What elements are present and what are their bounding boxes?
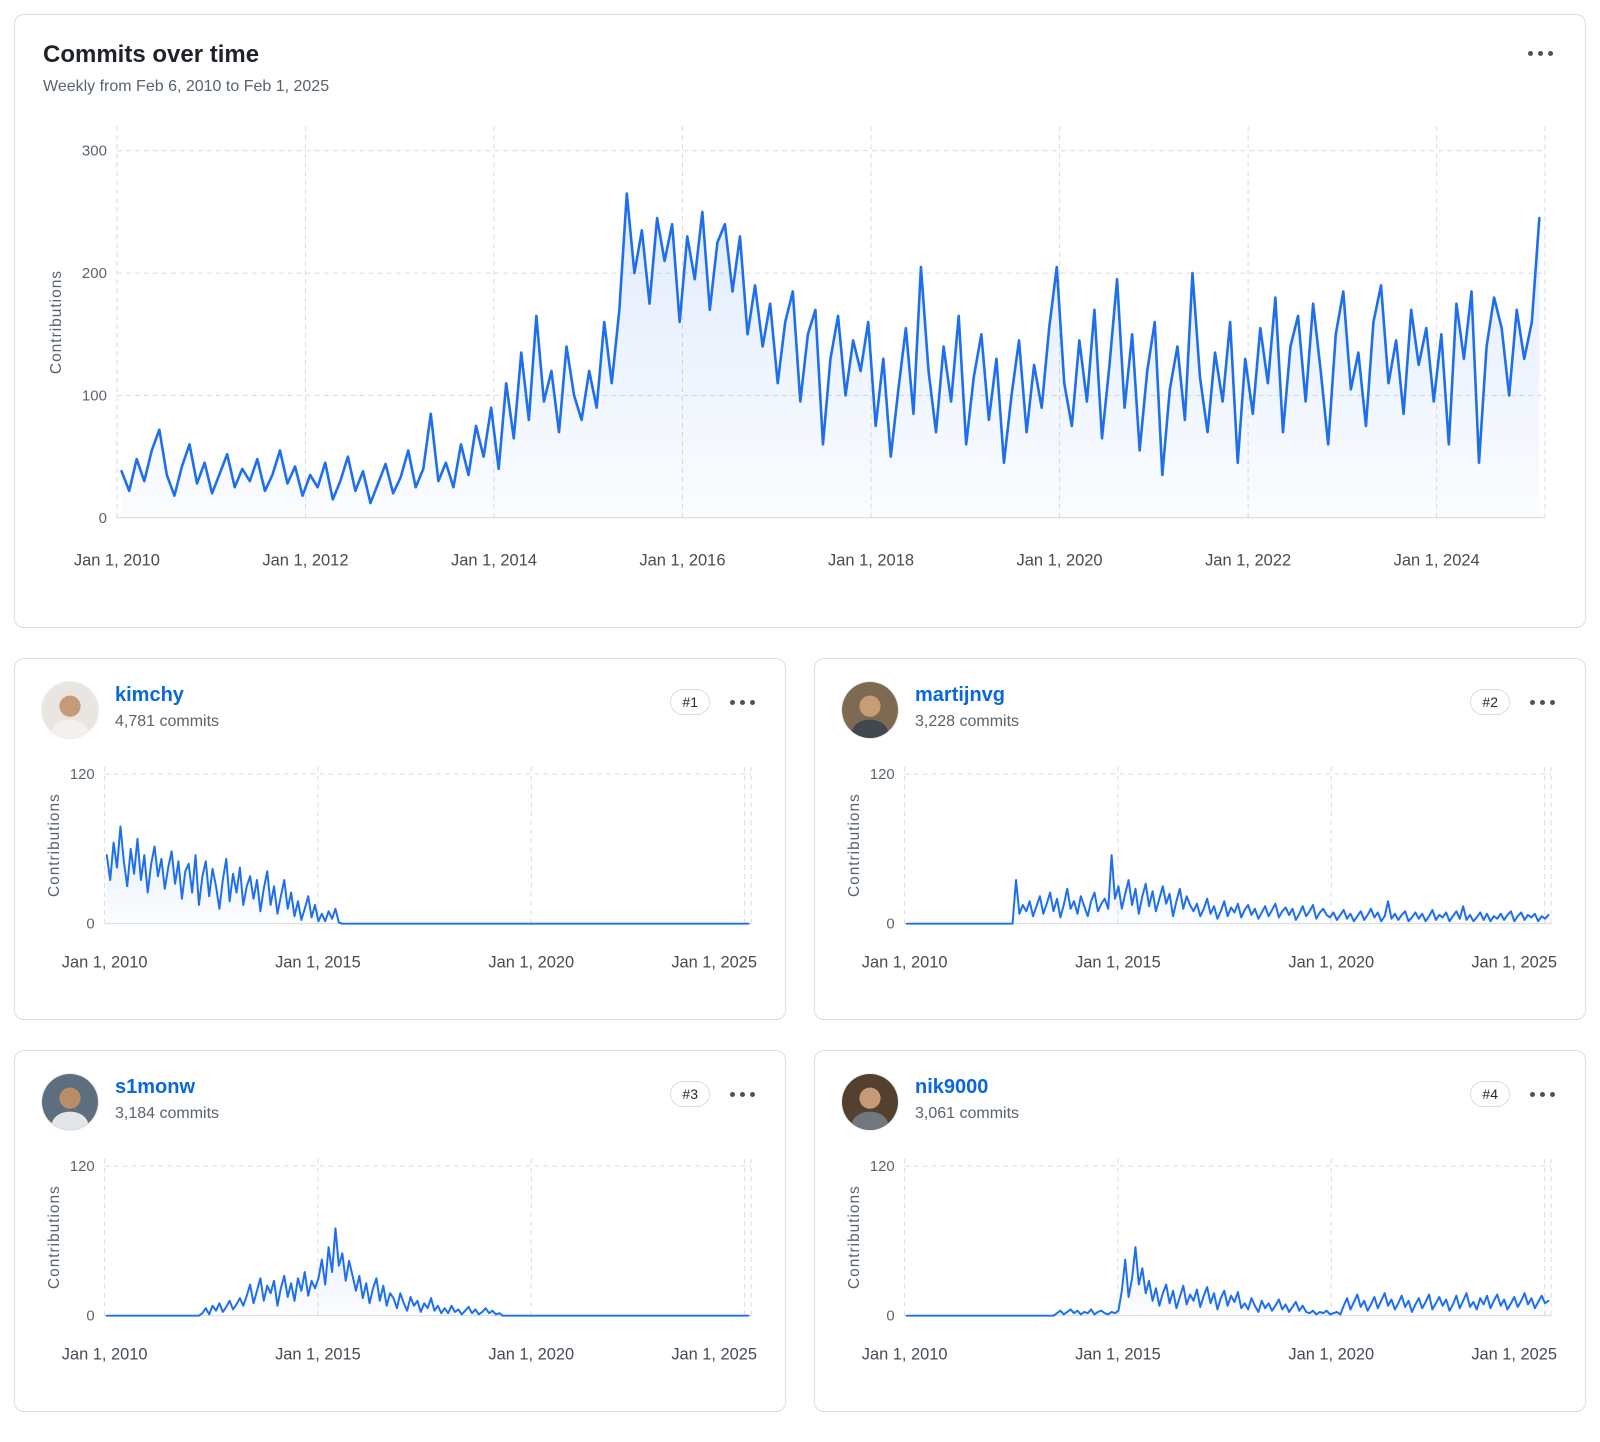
contributor-card-kimchy: kimchy 4,781 commits #1 0 120 Jan 1, 2010 J…: [14, 658, 786, 1020]
kebab-menu-icon[interactable]: [726, 1082, 759, 1107]
contributor-chart[interactable]: 0 120 Jan 1, 2010 Jan 1, 2015 Jan 1, 2020 Jan…: [841, 753, 1559, 983]
commit-count: 3,184 commits: [115, 1105, 220, 1122]
svg-text:120: 120: [870, 1159, 895, 1175]
svg-text:Contributions: Contributions: [846, 793, 863, 897]
svg-text:0: 0: [886, 917, 894, 933]
svg-text:Jan 1, 2025: Jan 1, 2025: [671, 1345, 757, 1363]
avatar[interactable]: [41, 681, 99, 739]
svg-text:120: 120: [70, 767, 95, 783]
date-range-subtitle: Weekly from Feb 6, 2010 to Feb 1, 2025: [43, 77, 330, 95]
kebab-menu-icon[interactable]: [1526, 690, 1559, 715]
contributor-login-link[interactable]: martijnvg: [915, 684, 1006, 706]
commit-count: 3,061 commits: [915, 1105, 1020, 1122]
svg-text:Contributions: Contributions: [846, 1185, 863, 1289]
svg-text:Jan 1, 2012: Jan 1, 2012: [262, 552, 348, 570]
commits-over-time-chart[interactable]: 0 100 200 300 Jan 1, 2010 Jan 1, 2012 Jan 1, 2…: [43, 110, 1557, 580]
page-title: Commits over time: [43, 41, 260, 68]
avatar[interactable]: [841, 1073, 899, 1131]
svg-text:Jan 1, 2020: Jan 1, 2020: [1017, 552, 1103, 570]
svg-text:Jan 1, 2020: Jan 1, 2020: [1288, 1345, 1374, 1363]
contributor-login-link[interactable]: s1monw: [115, 1076, 196, 1098]
svg-text:Jan 1, 2010: Jan 1, 2010: [862, 953, 948, 971]
svg-text:Jan 1, 2010: Jan 1, 2010: [62, 1345, 148, 1363]
contributor-login-link[interactable]: nik9000: [915, 1076, 989, 1098]
svg-text:Jan 1, 2022: Jan 1, 2022: [1205, 552, 1291, 570]
rank-badge: #2: [1470, 689, 1510, 715]
svg-text:Contributions: Contributions: [48, 270, 65, 374]
contributor-grid: kimchy 4,781 commits #1 0 120 Jan 1, 2010 J…: [14, 658, 1586, 1412]
avatar[interactable]: [841, 681, 899, 739]
svg-text:200: 200: [82, 265, 107, 282]
contributor-chart[interactable]: 0 120 Jan 1, 2010 Jan 1, 2015 Jan 1, 2020 Jan…: [841, 1145, 1559, 1375]
svg-text:0: 0: [86, 917, 94, 933]
svg-text:Jan 1, 2025: Jan 1, 2025: [671, 953, 757, 971]
kebab-menu-icon[interactable]: [1524, 41, 1557, 66]
svg-text:Jan 1, 2010: Jan 1, 2010: [862, 1345, 948, 1363]
commits-card-header: Commits over time Weekly from Feb 6, 201…: [43, 41, 1557, 96]
svg-text:120: 120: [70, 1159, 95, 1175]
svg-text:Jan 1, 2020: Jan 1, 2020: [488, 1345, 574, 1363]
svg-text:Contributions: Contributions: [46, 793, 63, 897]
svg-text:0: 0: [86, 1309, 94, 1325]
svg-text:Jan 1, 2015: Jan 1, 2015: [1075, 953, 1161, 971]
svg-text:300: 300: [82, 143, 107, 160]
svg-text:Jan 1, 2010: Jan 1, 2010: [62, 953, 148, 971]
svg-text:Jan 1, 2025: Jan 1, 2025: [1471, 953, 1557, 971]
avatar[interactable]: [41, 1073, 99, 1131]
commits-over-time-card: Commits over time Weekly from Feb 6, 201…: [14, 14, 1586, 628]
contributor-card-martijnvg: martijnvg 3,228 commits #2 0 120 Jan 1, 20…: [814, 658, 1586, 1020]
svg-text:Contributions: Contributions: [46, 1185, 63, 1289]
svg-text:Jan 1, 2024: Jan 1, 2024: [1394, 552, 1480, 570]
svg-text:Jan 1, 2015: Jan 1, 2015: [1075, 1345, 1161, 1363]
contributor-chart[interactable]: 0 120 Jan 1, 2010 Jan 1, 2015 Jan 1, 2020 Jan…: [41, 1145, 759, 1375]
contributor-card-nik9000: nik9000 3,061 commits #4 0 120 Jan 1, 2010…: [814, 1050, 1586, 1412]
svg-text:Jan 1, 2015: Jan 1, 2015: [275, 1345, 361, 1363]
svg-text:0: 0: [886, 1309, 894, 1325]
svg-text:Jan 1, 2018: Jan 1, 2018: [828, 552, 914, 570]
contributor-login-link[interactable]: kimchy: [115, 684, 184, 706]
svg-text:100: 100: [82, 387, 107, 404]
commit-count: 4,781 commits: [115, 713, 220, 730]
kebab-menu-icon[interactable]: [726, 690, 759, 715]
svg-text:Jan 1, 2020: Jan 1, 2020: [488, 953, 574, 971]
rank-badge: #4: [1470, 1081, 1510, 1107]
contributor-card-s1monw: s1monw 3,184 commits #3 0 120 Jan 1, 2010 J…: [14, 1050, 786, 1412]
kebab-menu-icon[interactable]: [1526, 1082, 1559, 1107]
svg-text:Jan 1, 2025: Jan 1, 2025: [1471, 1345, 1557, 1363]
svg-text:Jan 1, 2010: Jan 1, 2010: [74, 552, 160, 570]
contributor-chart[interactable]: 0 120 Jan 1, 2010 Jan 1, 2015 Jan 1, 2020 Jan…: [41, 753, 759, 983]
svg-text:Jan 1, 2014: Jan 1, 2014: [451, 552, 537, 570]
commit-count: 3,228 commits: [915, 713, 1020, 730]
rank-badge: #1: [670, 689, 710, 715]
svg-text:Jan 1, 2016: Jan 1, 2016: [639, 552, 725, 570]
rank-badge: #3: [670, 1081, 710, 1107]
svg-text:120: 120: [870, 767, 895, 783]
svg-text:0: 0: [99, 510, 107, 527]
svg-text:Jan 1, 2015: Jan 1, 2015: [275, 953, 361, 971]
svg-text:Jan 1, 2020: Jan 1, 2020: [1288, 953, 1374, 971]
